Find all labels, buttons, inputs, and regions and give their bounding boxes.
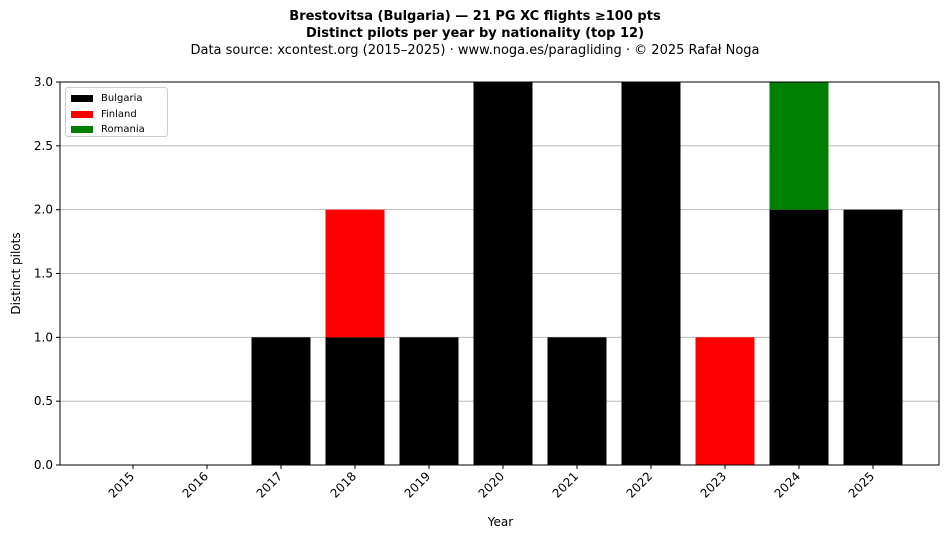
bar-bulgaria-2018 — [325, 337, 385, 465]
chart-subtitle: Distinct pilots per year by nationality … — [305, 26, 645, 41]
bar-bulgaria-2021 — [547, 337, 607, 465]
x-tick-label: 2016 — [180, 469, 211, 500]
bar-bulgaria-2025 — [843, 209, 903, 465]
legend-swatch-romania — [71, 126, 93, 134]
x-tick-label: 2019 — [402, 469, 433, 500]
y-tick-label: 0.5 — [34, 394, 53, 408]
x-tick-label: 2015 — [106, 469, 137, 500]
y-tick-label: 2.5 — [34, 139, 53, 153]
legend-item-finland: Finland — [71, 107, 167, 123]
bar-finland-2018 — [325, 209, 385, 338]
chart-source-note: Data source: xcontest.org (2015–2025) · … — [190, 43, 760, 58]
legend-label-bulgaria: Bulgaria — [101, 93, 143, 105]
y-axis-label: Distinct pilots — [9, 232, 23, 314]
bar-bulgaria-2017 — [251, 337, 311, 465]
x-tick-label: 2020 — [476, 469, 507, 500]
x-tick-label: 2025 — [846, 469, 877, 500]
y-tick-label: 1.0 — [34, 330, 53, 344]
y-tick-label: 0.0 — [34, 458, 53, 472]
legend-item-bulgaria: Bulgaria — [71, 91, 167, 107]
y-tick-label: 2.0 — [34, 203, 53, 217]
bar-bulgaria-2020 — [473, 82, 533, 465]
y-tick-label: 3.0 — [34, 75, 53, 89]
chart-title: Brestovitsa (Bulgaria) — 21 PG XC flight… — [289, 9, 661, 24]
x-tick-label: 2021 — [550, 469, 581, 500]
x-tick-label: 2023 — [698, 469, 729, 500]
chart-legend: Bulgaria Finland Romania — [65, 87, 168, 137]
bar-finland-2023 — [695, 337, 755, 465]
legend-label-romania: Romania — [101, 124, 145, 136]
x-axis-label: Year — [487, 515, 513, 529]
bar-bulgaria-2022 — [621, 82, 681, 465]
x-tick-label: 2022 — [624, 469, 655, 500]
legend-label-finland: Finland — [101, 108, 137, 120]
y-tick-label: 1.5 — [34, 267, 53, 281]
bar-bulgaria-2019 — [399, 337, 459, 465]
x-tick-label: 2024 — [772, 469, 803, 500]
legend-swatch-bulgaria — [71, 95, 93, 103]
bar-bulgaria-2024 — [769, 209, 829, 465]
legend-swatch-finland — [71, 110, 93, 118]
x-tick-label: 2018 — [328, 469, 359, 500]
legend-item-romania: Romania — [71, 122, 167, 138]
bar-romania-2024 — [769, 82, 829, 210]
x-tick-label: 2017 — [254, 469, 285, 500]
